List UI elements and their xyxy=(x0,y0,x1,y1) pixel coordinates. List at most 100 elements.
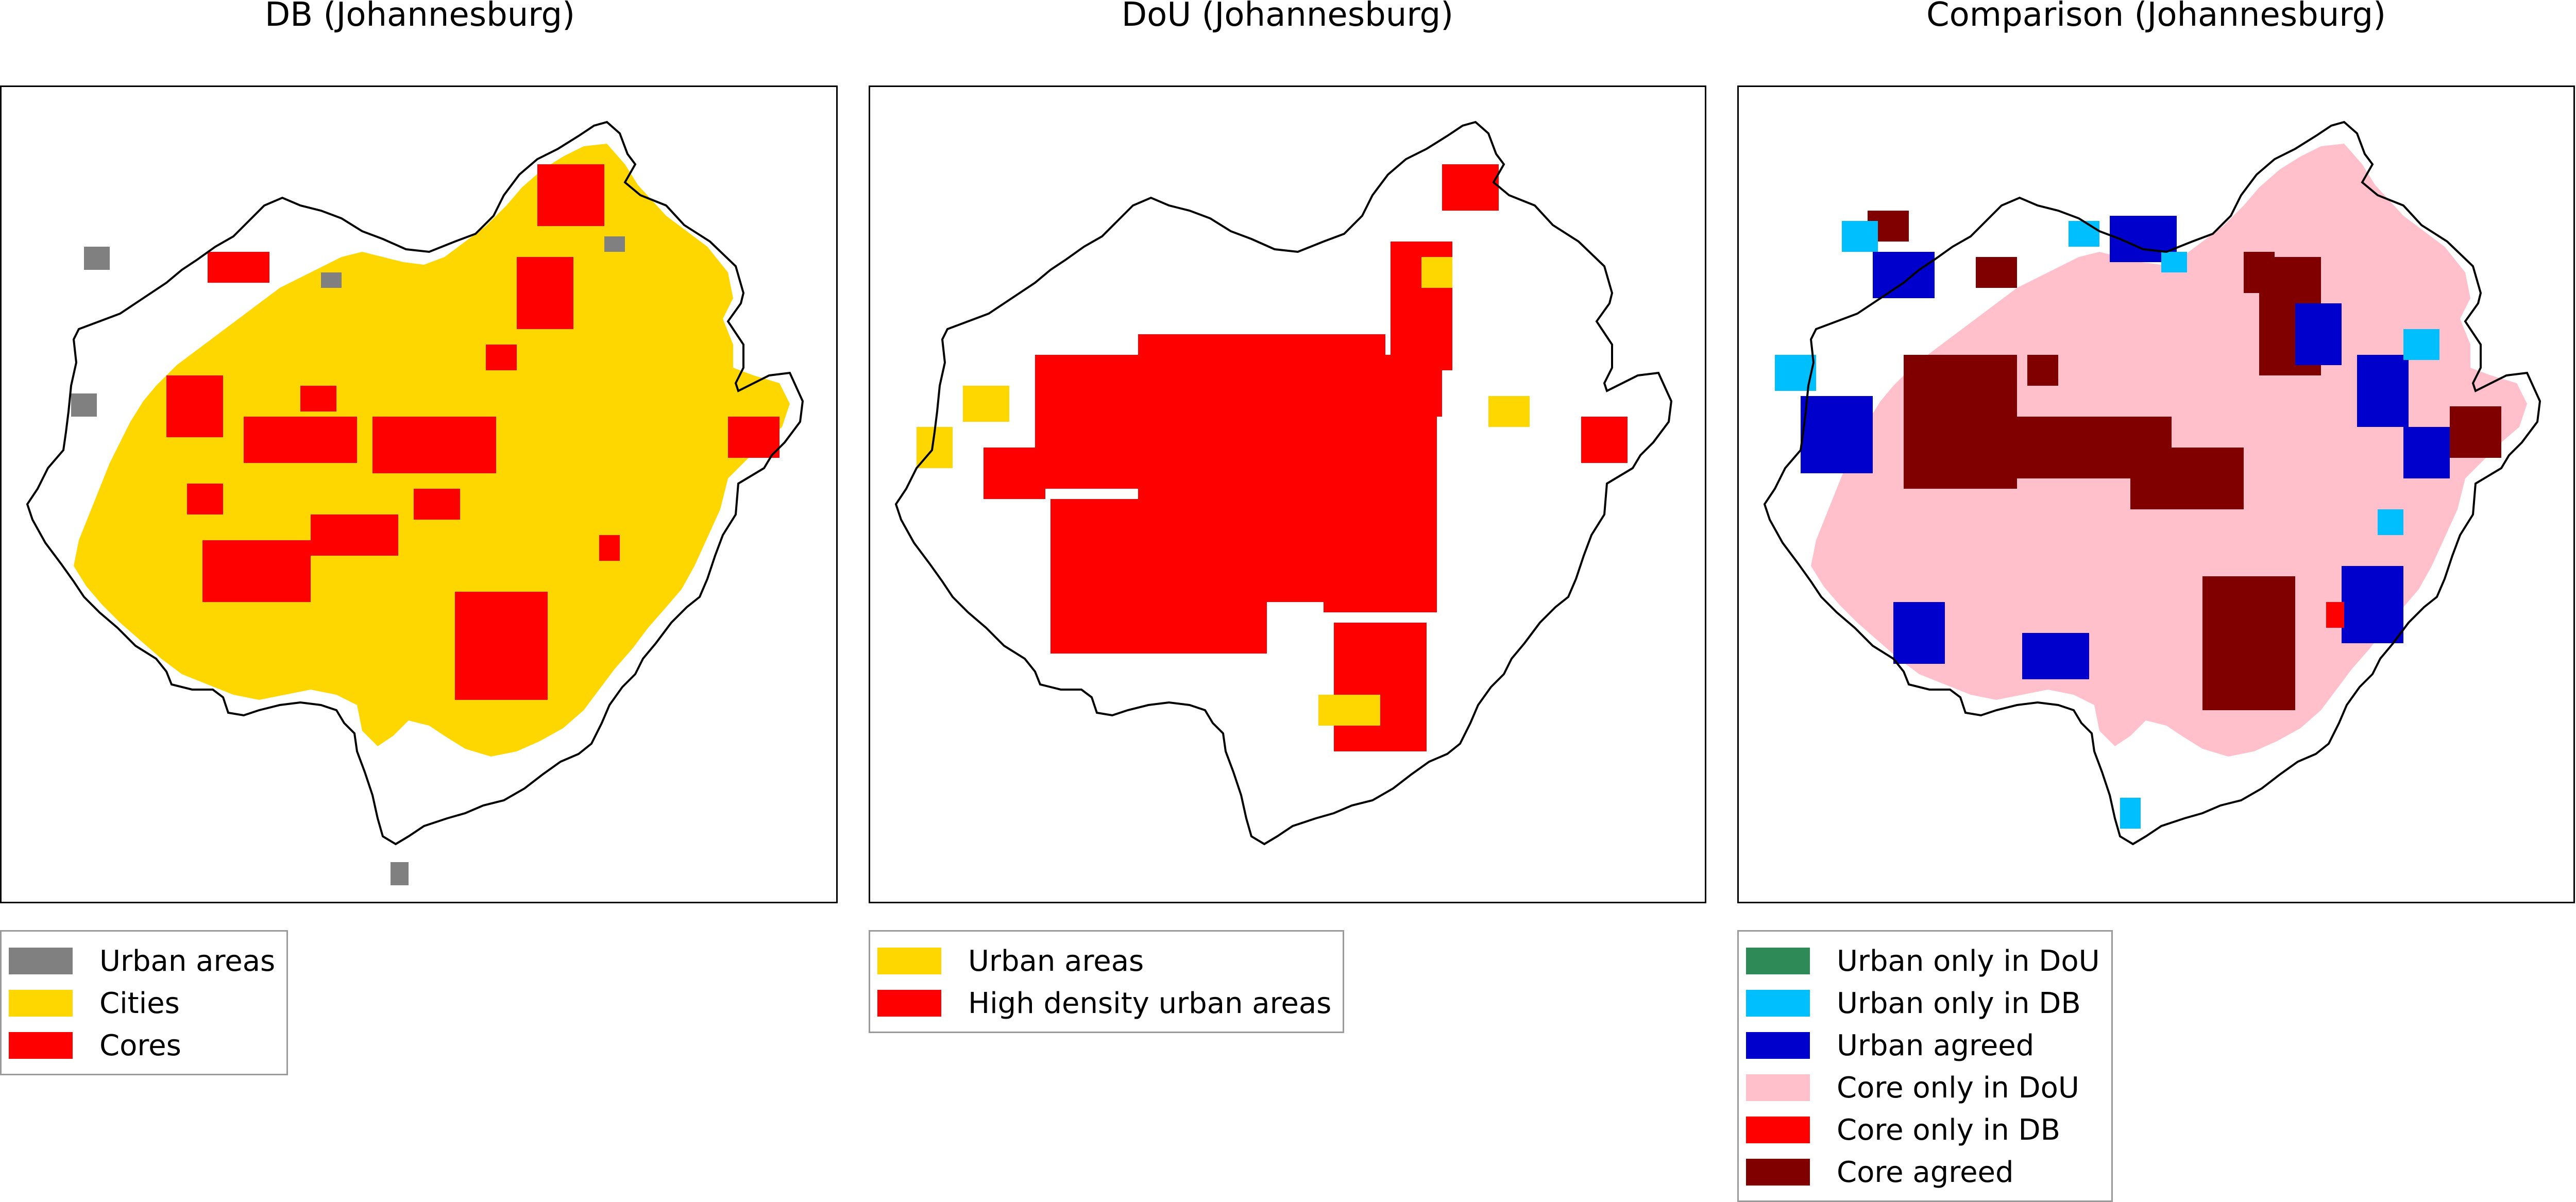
map-cell-cluster xyxy=(2069,221,2099,247)
map-comparison-svg xyxy=(1763,121,2541,846)
map-cell-cluster xyxy=(2342,566,2403,643)
map-cell-cluster xyxy=(1893,602,1945,664)
legend-swatch xyxy=(1746,1159,1810,1186)
legend-swatch xyxy=(1746,948,1810,974)
map-db[interactable] xyxy=(0,85,838,903)
map-cell-cluster xyxy=(1488,396,1530,427)
legend-item: Core only in DoU xyxy=(1746,1067,2100,1109)
legend-label: Core only in DoU xyxy=(1837,1071,2079,1105)
map-cell-cluster xyxy=(604,236,625,252)
map-cell-cluster xyxy=(2161,252,2187,272)
comparison-blobs xyxy=(1775,211,2501,829)
legend-item: High density urban areas xyxy=(877,982,1331,1024)
map-cell-cluster xyxy=(1904,355,2017,489)
map-cell-cluster xyxy=(1976,257,2017,288)
johannesburg-boundary xyxy=(26,121,804,846)
map-cell-cluster xyxy=(728,417,779,458)
legend-swatch xyxy=(9,948,73,974)
map-cell-cluster xyxy=(599,535,620,561)
map-cell-cluster xyxy=(455,592,548,700)
legend-swatch xyxy=(9,990,73,1017)
legend-label: Urban areas xyxy=(99,944,276,978)
map-comparison[interactable] xyxy=(1737,85,2575,903)
legend-item: Cities xyxy=(9,982,275,1024)
map-cell-cluster xyxy=(1801,396,1873,473)
map-cell-cluster xyxy=(166,375,223,437)
map-cell-cluster xyxy=(2357,355,2409,427)
map-cell-cluster xyxy=(1421,257,1452,288)
legend-item: Urban only in DB xyxy=(1746,982,2100,1024)
legend-swatch xyxy=(877,948,941,974)
map-cell-cluster xyxy=(1324,406,1437,612)
map-cell-cluster xyxy=(208,252,269,283)
map-cell-cluster xyxy=(1442,164,1499,211)
map-cell-cluster xyxy=(963,386,1009,422)
legend-item: Urban agreed xyxy=(1746,1024,2100,1067)
legend-swatch xyxy=(1746,1032,1810,1059)
legend-label: Core agreed xyxy=(1837,1155,2014,1189)
map-cell-cluster xyxy=(537,164,604,226)
map-cell-cluster xyxy=(2120,798,2141,829)
map-cell-cluster xyxy=(202,540,311,602)
legend-dou: Urban areas High density urban areas xyxy=(869,930,1345,1033)
map-cell-cluster xyxy=(2450,406,2501,458)
map-cell-cluster xyxy=(486,345,517,370)
legend-label: Urban only in DB xyxy=(1837,986,2081,1020)
legend-label: Cores xyxy=(99,1028,181,1062)
panel-title-comparison: Comparison (Johannesburg) xyxy=(1926,0,2386,34)
legend-item: Urban only in DoU xyxy=(1746,940,2100,982)
johannesburg-boundary xyxy=(1763,121,2541,846)
map-cell-cluster xyxy=(300,386,336,411)
map-cell-cluster xyxy=(517,257,573,329)
legend-swatch xyxy=(877,990,941,1017)
map-cell-cluster xyxy=(984,448,1045,499)
map-cell-cluster xyxy=(1334,623,1427,751)
legend-label: Urban only in DoU xyxy=(1837,944,2100,978)
map-cell-cluster xyxy=(2403,329,2439,360)
db-blobs xyxy=(71,164,779,885)
legend-db: Urban areas Cities Cores xyxy=(0,930,289,1075)
map-dou-svg xyxy=(894,121,1673,846)
dou-blobs xyxy=(917,164,1628,751)
legend-label: Urban areas xyxy=(968,944,1144,978)
panel-title-db: DB (Johannesburg) xyxy=(264,0,575,34)
legend-label: High density urban areas xyxy=(968,986,1332,1020)
map-cell-cluster xyxy=(2022,633,2089,679)
map-cell-cluster xyxy=(1775,355,1816,391)
map-cell-cluster xyxy=(2378,509,2403,535)
map-cell-cluster xyxy=(244,417,357,463)
map-cell-cluster xyxy=(311,514,398,556)
map-cell-cluster xyxy=(2244,252,2275,293)
map-cell-cluster xyxy=(414,489,460,520)
legend-item: Urban areas xyxy=(9,940,275,982)
johannesburg-boundary xyxy=(894,121,1673,846)
panel-title-dou: DoU (Johannesburg) xyxy=(1121,0,1454,34)
map-cell-cluster xyxy=(84,247,110,270)
map-cell-cluster xyxy=(2202,576,2295,710)
map-cell-cluster xyxy=(1050,499,1267,654)
map-cell-cluster xyxy=(187,484,223,514)
legend-swatch xyxy=(1746,1117,1810,1143)
map-cell-cluster xyxy=(2295,303,2342,365)
map-cell-cluster xyxy=(1380,355,1442,417)
legend-label: Cities xyxy=(99,986,180,1020)
map-cell-cluster xyxy=(71,393,97,417)
map-cell-cluster xyxy=(391,862,409,885)
map-cell-cluster xyxy=(321,272,342,288)
legend-comparison: Urban only in DoU Urban only in DB Urban… xyxy=(1737,930,2113,1202)
legend-label: Core only in DB xyxy=(1837,1113,2061,1147)
legend-item: Urban areas xyxy=(877,940,1331,982)
map-cell-cluster xyxy=(1318,695,1380,726)
map-cell-cluster xyxy=(1842,221,1878,252)
legend-swatch xyxy=(9,1032,73,1059)
map-cell-cluster xyxy=(372,417,496,473)
legend-swatch xyxy=(1746,990,1810,1017)
map-cell-cluster xyxy=(1873,252,1935,298)
legend-label: Urban agreed xyxy=(1837,1028,2035,1062)
legend-swatch xyxy=(1746,1074,1810,1101)
map-cell-cluster xyxy=(1581,417,1628,463)
map-dou[interactable] xyxy=(869,85,1706,903)
map-cell-cluster xyxy=(2403,427,2450,478)
map-db-svg xyxy=(26,121,804,885)
map-cell-cluster xyxy=(2027,355,2058,386)
